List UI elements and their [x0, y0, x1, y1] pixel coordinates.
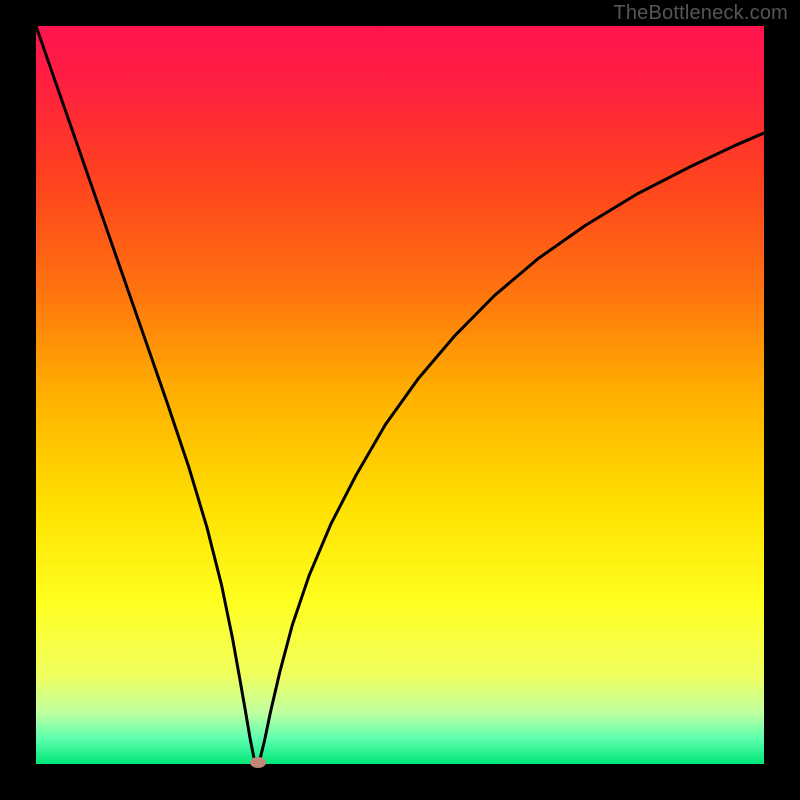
chart-plot-area [36, 26, 764, 764]
watermark-text: TheBottleneck.com [613, 2, 788, 25]
chart-container: TheBottleneck.com [0, 0, 800, 800]
optimal-point-marker [250, 757, 266, 768]
bottleneck-chart [0, 0, 800, 800]
